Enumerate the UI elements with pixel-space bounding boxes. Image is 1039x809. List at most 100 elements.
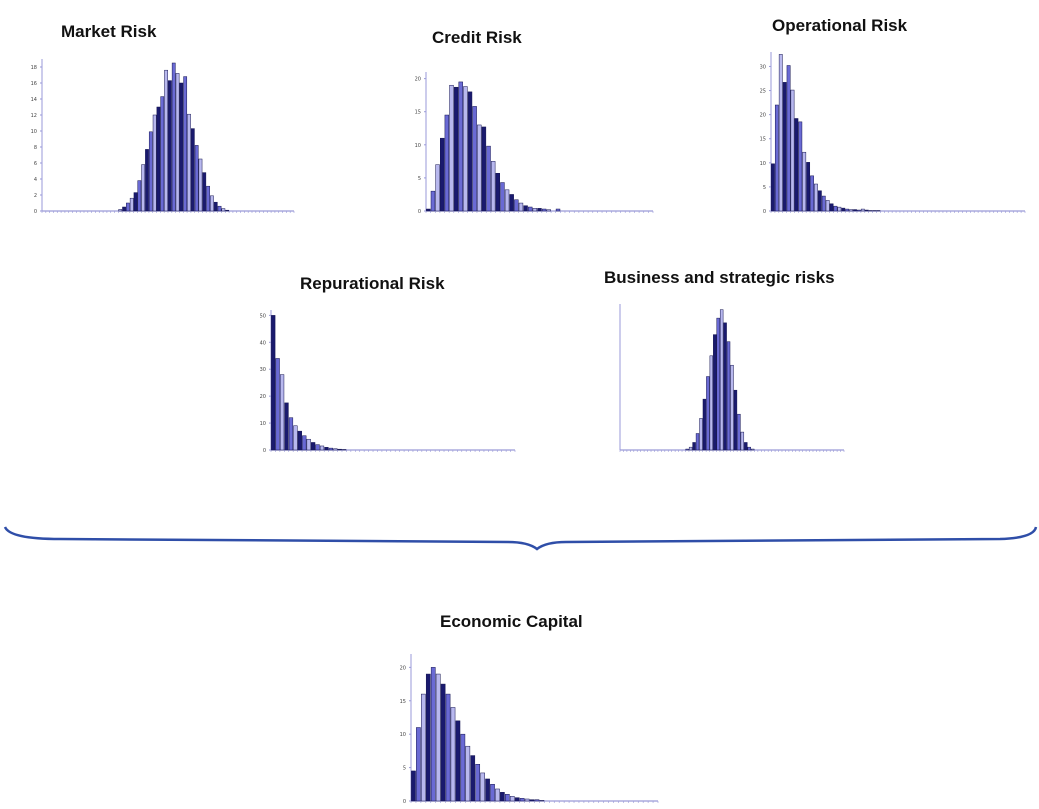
economic-capital-y-tick-label: 15 (400, 699, 406, 705)
reputational-risk-bar (337, 448, 342, 451)
economic-capital-bar (509, 796, 515, 802)
operational-risk-y-tick-label: 0 (763, 209, 766, 215)
brace-path (3, 526, 1038, 551)
economic-capital-bar (411, 770, 416, 802)
operational-risk-bar (841, 207, 846, 212)
reputational-risk-y-tick-label: 20 (260, 394, 266, 400)
credit-risk-bar (458, 81, 463, 212)
reputational-risk-bar (284, 402, 289, 451)
business-strategic-risks-bar (733, 389, 738, 451)
operational-risk-y-tick-label: 20 (760, 113, 766, 119)
credit-risk-bar (435, 164, 440, 212)
business-strategic-risks-bar (723, 322, 727, 451)
economic-capital-y-tick-label: 10 (400, 732, 406, 738)
business-strategic-risks-bar (730, 364, 734, 451)
operational-risk-bar (810, 175, 814, 212)
business-strategic-risks-bar (709, 355, 714, 451)
operational-risk-y-tick-label: 10 (760, 161, 766, 167)
operational-risk-bar (778, 54, 783, 212)
market-risk-bar (206, 185, 210, 212)
economic-capital-bar (534, 799, 540, 802)
reputational-risk-bar (279, 374, 285, 451)
market-risk-bar (217, 205, 222, 212)
operational-risk-bar (790, 89, 795, 212)
credit-risk-bar (486, 145, 491, 212)
economic-capital-bar (500, 792, 505, 802)
reputational-risk-bar (333, 448, 338, 451)
reputational-risk-bar (297, 430, 302, 451)
credit-risk-bar (472, 106, 477, 212)
operational-risk-bar (782, 82, 787, 212)
economic-capital-y-tick-label: 0 (403, 799, 406, 805)
economic-capital-bar (539, 800, 545, 802)
business-strategic-risks-bar (719, 309, 724, 451)
credit-risk-bar (477, 124, 482, 212)
market-risk-bar (126, 202, 130, 212)
economic-capital-bar (519, 798, 525, 802)
operational-risk-bar (806, 162, 811, 212)
economic-capital-y-tick-label: 5 (403, 766, 406, 772)
credit-risk-y-tick-label: 10 (415, 143, 421, 149)
business-strategic-risks-bar (702, 398, 707, 451)
market-risk-bar (148, 131, 153, 212)
operational-risk-bar (837, 206, 842, 212)
market-risk-bar (122, 206, 126, 212)
market-risk-bar (190, 128, 195, 212)
operational-risk-bar (825, 200, 830, 212)
operational-risk-bar (829, 203, 834, 212)
business-strategic-risks-bar (685, 448, 689, 451)
market-risk-bar (221, 208, 226, 212)
business-strategic-risks-bar (750, 448, 755, 451)
operational-risk-bar (771, 163, 775, 212)
market-risk-bar (183, 76, 188, 212)
reputational-risk-y-tick-label: 10 (260, 421, 266, 427)
market-risk-y-tick-label: 2 (34, 193, 37, 199)
operational-risk-bar (833, 205, 838, 212)
operational-risk-bar (860, 208, 865, 212)
credit-risk-bar (555, 208, 561, 212)
reputational-risk-bar (293, 425, 298, 451)
credit-risk-bar (500, 182, 505, 212)
market-risk-bar (225, 209, 230, 212)
reputational-risk-bar (311, 442, 316, 451)
operational-risk-bar (786, 65, 791, 212)
credit-risk-bar (444, 114, 450, 212)
credit-risk-bar (481, 126, 487, 212)
credit-risk-title: Credit Risk (432, 28, 522, 47)
market-risk-bar (152, 114, 157, 212)
operational-risk-bar (774, 104, 779, 212)
business-strategic-risks-bar (688, 446, 693, 451)
market-risk-bar (194, 145, 199, 212)
credit-risk-bar (528, 206, 533, 212)
credit-risk-bar (514, 199, 519, 212)
credit-risk-bar (495, 173, 501, 212)
economic-capital-bar (416, 727, 421, 802)
market-risk-chart: 0 2 4 6 8 10 12 14 16 18 (31, 59, 295, 215)
market-risk-y-tick-label: 14 (31, 97, 37, 103)
credit-risk-bar (449, 84, 454, 212)
operational-risk-y-tick-label: 5 (763, 185, 766, 191)
credit-risk-y-tick-label: 15 (415, 110, 421, 116)
reputational-risk-bar (306, 438, 311, 451)
operational-risk-bar (853, 209, 857, 212)
market-risk-bar (168, 80, 172, 212)
reputational-risk-bar (302, 435, 307, 451)
reputational-risk-bar (328, 447, 334, 451)
reputational-risk-bar (319, 445, 325, 451)
business-strategic-risks-bar (695, 433, 700, 451)
credit-risk-bar (541, 208, 547, 212)
operational-risk-y-tick-label: 30 (760, 64, 766, 70)
market-risk-bar (175, 73, 180, 212)
reputational-risk-chart: 0 10 20 30 40 50 (260, 310, 516, 454)
credit-risk-bar (467, 91, 473, 212)
economic-capital-bar (505, 794, 510, 802)
business-strategic-risks-chart (619, 304, 845, 452)
credit-risk-bar (518, 202, 524, 212)
credit-risk-bar (504, 189, 510, 212)
economic-capital-chart: 0 5 10 15 20 (400, 654, 659, 805)
reputational-risk-y-tick-label: 50 (260, 313, 266, 319)
market-risk-y-tick-label: 4 (34, 177, 37, 183)
economic-capital-bar (490, 784, 495, 802)
market-risk-bar (210, 195, 214, 212)
market-risk-y-tick-label: 10 (31, 129, 37, 135)
